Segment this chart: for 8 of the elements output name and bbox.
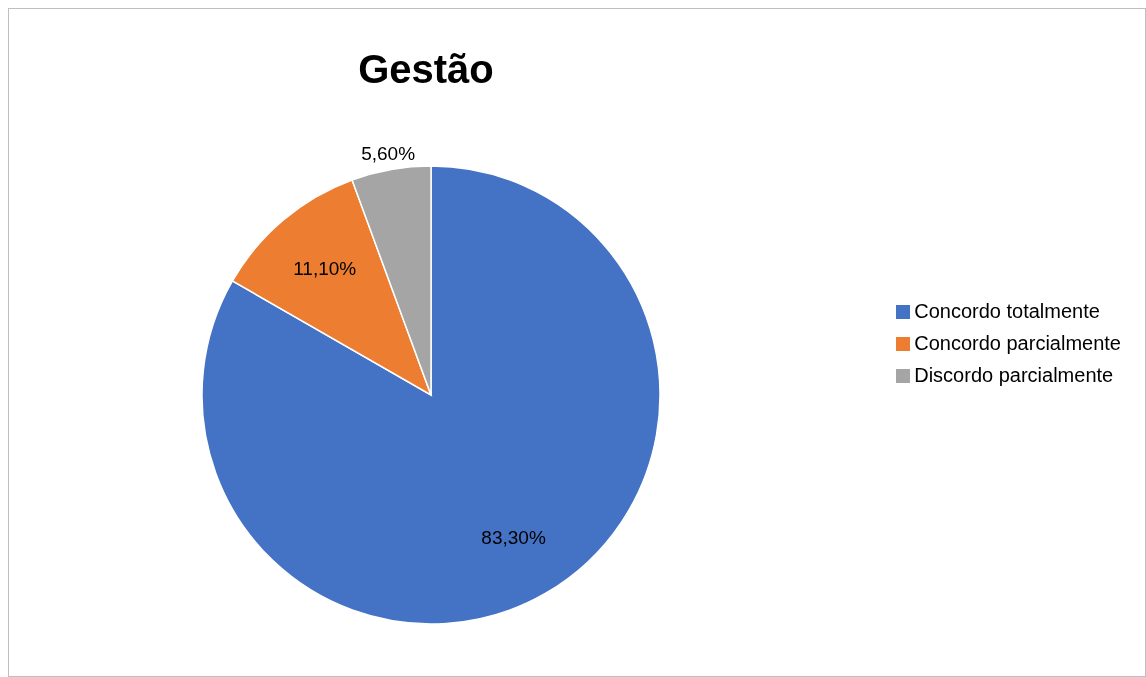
chart-title: Gestão	[357, 47, 495, 92]
legend-label: Concordo parcialmente	[914, 331, 1121, 354]
legend-label: Discordo parcialmente	[914, 363, 1114, 386]
data-label: 11,10%	[293, 258, 357, 280]
pie-slice	[201, 165, 661, 625]
data-label: 5,60%	[361, 143, 416, 165]
data-label: 83,30%	[481, 527, 546, 549]
legend-label: Concordo totalmente	[914, 299, 1100, 322]
